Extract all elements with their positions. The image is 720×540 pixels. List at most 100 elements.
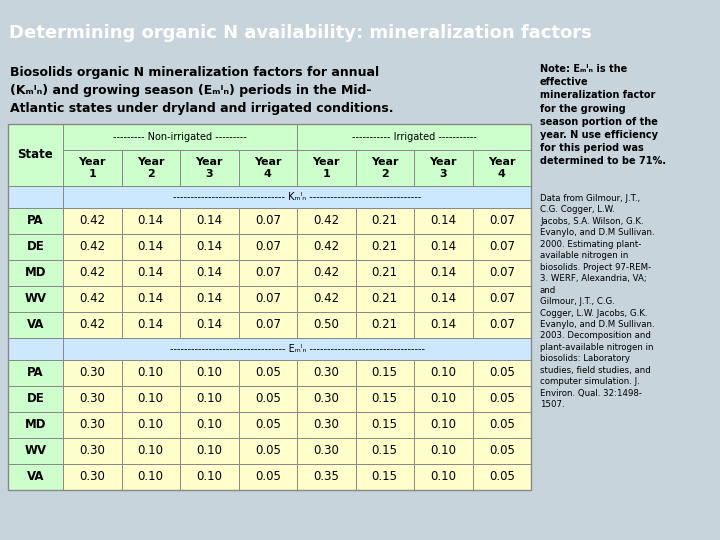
Bar [238, 360, 297, 386]
Text: 0.05: 0.05 [255, 418, 281, 431]
Text: 0.30: 0.30 [313, 367, 339, 380]
Bar [8, 286, 63, 312]
Text: 0.10: 0.10 [138, 418, 163, 431]
Text: ----------- Irrigated -----------: ----------- Irrigated ----------- [351, 132, 477, 142]
Bar [8, 186, 63, 208]
Bar [180, 234, 238, 260]
Bar [297, 464, 356, 490]
Text: 0.42: 0.42 [313, 214, 339, 227]
Text: State: State [17, 148, 53, 161]
Text: 0.14: 0.14 [430, 319, 456, 332]
Bar [238, 286, 297, 312]
Text: 0.07: 0.07 [489, 293, 515, 306]
Bar [122, 312, 180, 338]
Text: Data from Gilmour, J.T.,
C.G. Cogger, L.W.
Jacobs, S.A. Wilson, G.K.
Evanylo, an: Data from Gilmour, J.T., C.G. Cogger, L.… [540, 194, 654, 409]
Bar [472, 286, 531, 312]
Text: WV: WV [24, 293, 47, 306]
Bar [180, 286, 238, 312]
Bar [180, 386, 238, 412]
Bar [63, 124, 297, 150]
Bar [472, 312, 531, 338]
Text: PA: PA [27, 214, 44, 227]
Text: 0.10: 0.10 [197, 367, 222, 380]
Text: 0.30: 0.30 [313, 444, 339, 457]
Text: 0.14: 0.14 [138, 214, 164, 227]
Text: MD: MD [24, 418, 46, 431]
Bar [8, 338, 63, 360]
Text: 0.42: 0.42 [79, 240, 105, 253]
Bar [356, 438, 414, 464]
Text: 0.07: 0.07 [489, 319, 515, 332]
Text: Year
2: Year 2 [137, 157, 164, 179]
Bar [180, 464, 238, 490]
Text: 0.14: 0.14 [430, 293, 456, 306]
Text: 0.10: 0.10 [138, 444, 163, 457]
Bar [414, 438, 472, 464]
Bar [238, 464, 297, 490]
Bar [356, 150, 414, 186]
Text: 0.07: 0.07 [489, 240, 515, 253]
Text: 0.05: 0.05 [255, 367, 281, 380]
Bar [472, 260, 531, 286]
Text: 0.35: 0.35 [313, 470, 339, 483]
Bar [8, 464, 63, 490]
Bar [122, 150, 180, 186]
Text: 0.42: 0.42 [79, 319, 105, 332]
Text: 0.05: 0.05 [255, 393, 281, 406]
Bar [63, 260, 122, 286]
Bar [356, 360, 414, 386]
Bar [472, 234, 531, 260]
Text: 0.07: 0.07 [489, 267, 515, 280]
Bar [414, 286, 472, 312]
Text: 0.15: 0.15 [372, 418, 397, 431]
Bar [8, 338, 531, 360]
Text: 0.15: 0.15 [372, 367, 397, 380]
Bar [63, 386, 122, 412]
Text: Note: Eₘᴵₙ is the
effective
mineralization factor
for the growing
season portion: Note: Eₘᴵₙ is the effective mineralizati… [540, 64, 666, 166]
Bar [356, 260, 414, 286]
Bar [297, 412, 356, 438]
Text: 0.10: 0.10 [197, 393, 222, 406]
Text: 0.30: 0.30 [313, 418, 339, 431]
Bar [297, 208, 356, 234]
Bar [472, 386, 531, 412]
Bar [122, 234, 180, 260]
Text: -------------------------------- Kₘᴵₙ --------------------------------: -------------------------------- Kₘᴵₙ --… [173, 192, 421, 202]
Text: 0.42: 0.42 [313, 293, 339, 306]
Text: DE: DE [27, 240, 45, 253]
Bar [356, 312, 414, 338]
Bar [297, 312, 356, 338]
Text: 0.05: 0.05 [489, 393, 515, 406]
Text: 0.15: 0.15 [372, 393, 397, 406]
Text: 0.05: 0.05 [489, 367, 515, 380]
Bar [63, 234, 122, 260]
Bar [238, 438, 297, 464]
Text: Year
4: Year 4 [488, 157, 516, 179]
Text: 0.42: 0.42 [313, 240, 339, 253]
Text: 0.10: 0.10 [431, 418, 456, 431]
Text: 0.10: 0.10 [197, 470, 222, 483]
Text: 0.10: 0.10 [431, 444, 456, 457]
Text: 0.14: 0.14 [138, 240, 164, 253]
Bar [238, 260, 297, 286]
Text: PA: PA [27, 367, 44, 380]
Bar [63, 186, 531, 208]
Text: 0.30: 0.30 [79, 470, 105, 483]
Text: 0.14: 0.14 [196, 293, 222, 306]
Bar [122, 208, 180, 234]
Bar [356, 208, 414, 234]
Text: 0.10: 0.10 [431, 367, 456, 380]
Text: 0.10: 0.10 [138, 470, 163, 483]
Bar [122, 412, 180, 438]
Text: 0.14: 0.14 [430, 240, 456, 253]
Text: 0.42: 0.42 [79, 214, 105, 227]
Bar [122, 386, 180, 412]
Text: 0.05: 0.05 [255, 444, 281, 457]
Text: Determining organic N availability: mineralization factors: Determining organic N availability: mine… [9, 24, 591, 42]
Text: 0.14: 0.14 [430, 267, 456, 280]
Bar [180, 412, 238, 438]
Text: 0.30: 0.30 [313, 393, 339, 406]
Bar [8, 186, 63, 208]
Text: 0.05: 0.05 [489, 418, 515, 431]
Text: 0.14: 0.14 [196, 319, 222, 332]
